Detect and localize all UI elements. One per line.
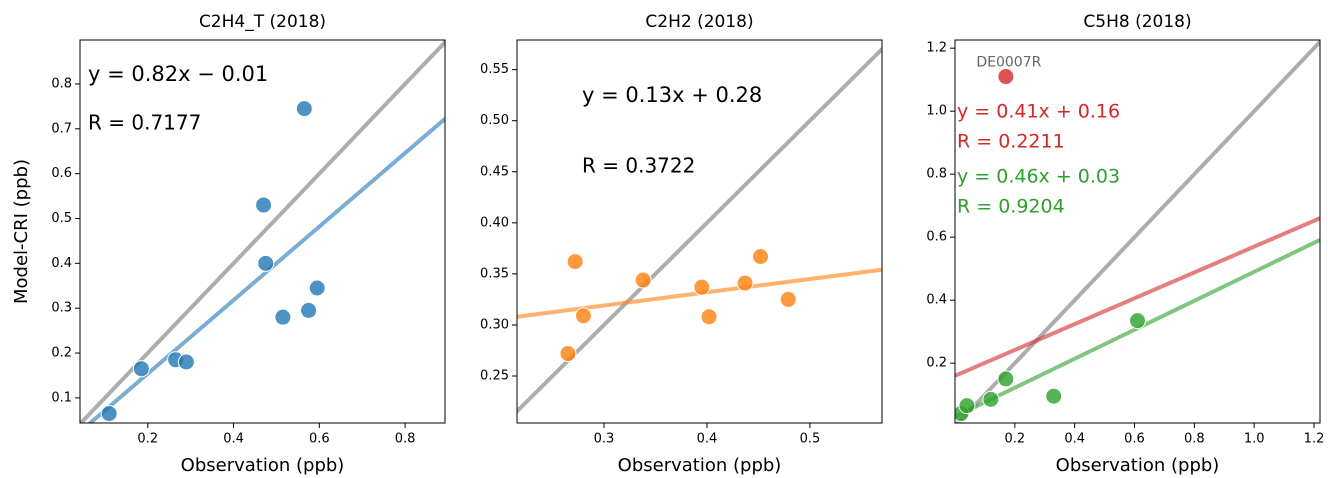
y-tick-label: 0.35: [480, 266, 509, 281]
point: [566, 253, 584, 271]
y-tick-label: 0.2: [51, 346, 72, 361]
x-tick-label: 0.3: [594, 432, 615, 447]
subplot-title: C5H8 (2018): [1083, 12, 1191, 32]
point: [997, 370, 1015, 388]
y-tick-label: 0.55: [480, 62, 509, 77]
subplot-title: C2H2 (2018): [645, 12, 753, 32]
y-tick-label: 0.25: [480, 369, 509, 384]
axes-frame: [516, 39, 883, 424]
point: [132, 360, 150, 378]
x-tick-label: 0.6: [1124, 432, 1145, 447]
plot-area: [955, 40, 1320, 423]
x-tick-label: 0.4: [697, 432, 718, 447]
y-tick-label: 0.4: [51, 256, 72, 271]
subplot: C5H8 (2018) Observation (ppb) 0.2 0.4 0.6 0.8…: [926, 12, 1324, 476]
point: [997, 68, 1015, 86]
point: [1129, 312, 1146, 330]
fit-line: [87, 117, 445, 423]
y-tick-label: 0.8: [51, 76, 72, 91]
fit-equation: y = 0.41x + 0.16: [957, 101, 1120, 123]
point: [982, 390, 1000, 408]
y-tick-label: 0.2: [926, 356, 947, 371]
x-tick-label: 0.2: [137, 432, 158, 447]
y-tick-label: 0.6: [926, 230, 947, 245]
x-axis-label: Observation (ppb): [618, 455, 782, 476]
y-tick-label: 0.4: [926, 293, 947, 308]
y-tick-label: 0.7: [51, 121, 72, 136]
identity-line: [955, 40, 1320, 423]
x-tick-label: 0.2: [1004, 432, 1025, 447]
point: [634, 271, 652, 289]
point: [308, 279, 326, 297]
y-tick-label: 1.2: [926, 41, 947, 56]
axes-frame: [954, 39, 1321, 424]
point: [752, 248, 770, 266]
y-tick-label: 0.3: [51, 301, 72, 316]
fit-equation: y = 0.13x + 0.28: [582, 83, 762, 107]
point: [177, 353, 195, 371]
fit-equation: y = 0.82x − 0.01: [88, 62, 268, 86]
r-value: R = 0.3722: [582, 154, 695, 178]
axes-frame: [79, 39, 446, 424]
x-tick-label: 1.2: [1304, 432, 1325, 447]
fit-line: [955, 216, 1320, 378]
point: [1045, 387, 1063, 405]
point: [779, 290, 797, 308]
y-axis-label: Model-CRI (ppb): [11, 159, 32, 304]
y-tick-label: 0.1: [51, 390, 72, 405]
point: [257, 254, 275, 272]
plot-area: [517, 46, 882, 415]
y-tick-label: 0.30: [480, 317, 509, 332]
point: [700, 308, 718, 326]
r-value: R = 0.9204: [957, 196, 1065, 218]
x-tick-label: 0.5: [800, 432, 821, 447]
point: [300, 301, 318, 319]
point: [559, 345, 577, 363]
x-axis-label: Observation (ppb): [1056, 455, 1220, 476]
point: [295, 100, 313, 118]
point-label: DE0007R: [976, 55, 1041, 71]
point: [736, 274, 754, 292]
x-tick-label: 0.8: [395, 432, 416, 447]
identity-line: [80, 40, 445, 423]
x-tick-label: 0.8: [1184, 432, 1205, 447]
y-tick-label: 0.45: [480, 164, 509, 179]
plot-area: [80, 40, 445, 423]
subplot: C2H2 (2018) Observation (ppb)0.3 0.4 0.5 0.2…: [480, 12, 883, 476]
fit-equation: y = 0.46x + 0.03: [957, 166, 1120, 188]
x-tick-label: 0.6: [309, 432, 330, 447]
r-value: R = 0.7177: [88, 111, 201, 135]
x-axis-label: Observation (ppb): [181, 455, 345, 476]
point: [574, 307, 592, 325]
point: [693, 278, 711, 296]
r-value: R = 0.2211: [957, 131, 1065, 153]
y-tick-label: 0.6: [51, 166, 72, 181]
x-tick-label: 1.0: [1244, 432, 1265, 447]
point: [100, 405, 118, 423]
point: [255, 196, 273, 214]
x-tick-label: 0.4: [1064, 432, 1085, 447]
subplot: C2H4_T (2018) Observation (ppb) Model-CRI …: [11, 12, 446, 476]
subplot-title: C2H4_T (2018): [199, 12, 326, 32]
y-tick-label: 1.0: [926, 104, 947, 119]
y-tick-label: 0.50: [480, 113, 509, 128]
y-tick-label: 0.40: [480, 215, 509, 230]
point: [274, 308, 292, 326]
y-tick-label: 0.5: [51, 211, 72, 226]
y-tick-label: 0.8: [926, 167, 947, 182]
point: [958, 397, 976, 415]
x-tick-label: 0.4: [223, 432, 244, 447]
